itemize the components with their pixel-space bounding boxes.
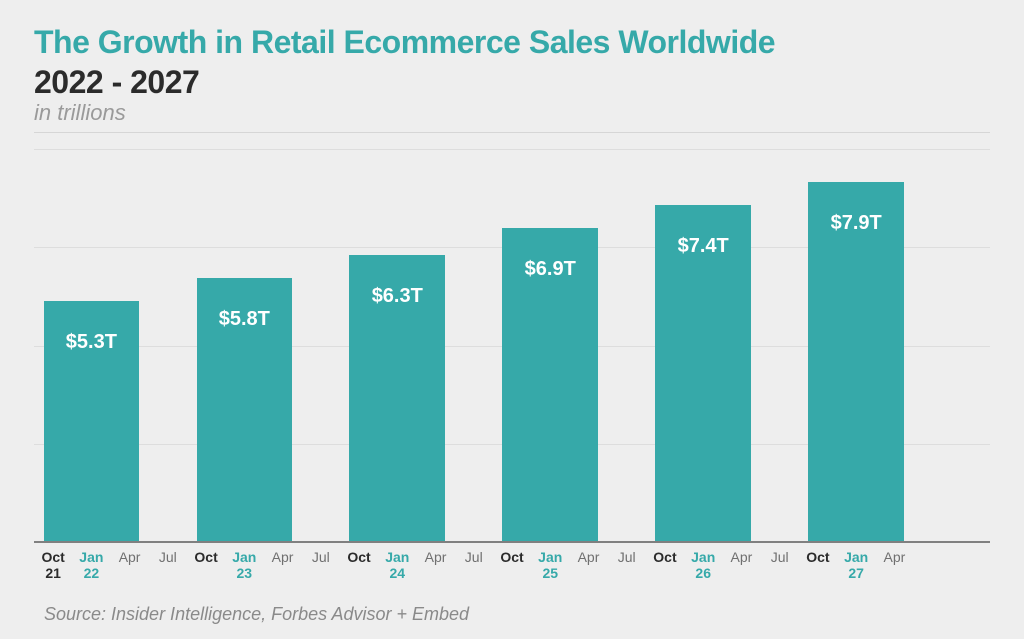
x-tick-month: Apr (263, 549, 301, 565)
x-axis-tick: Jan23 (225, 549, 263, 581)
x-tick-month: Jul (608, 549, 646, 565)
x-tick-month: Apr (722, 549, 760, 565)
x-tick-month: Apr (110, 549, 148, 565)
x-axis-tick: Apr (722, 549, 760, 565)
x-axis-tick: Jul (149, 549, 187, 565)
bar: $5.8T (197, 278, 293, 543)
x-axis-line (34, 541, 990, 543)
x-axis-tick: Oct21 (34, 549, 72, 581)
bar: $5.3T (44, 301, 140, 543)
x-axis-tick: Jul (302, 549, 340, 565)
x-tick-month: Apr (875, 549, 913, 565)
x-tick-month: Oct (340, 549, 378, 565)
x-tick-year: 21 (34, 565, 72, 581)
x-axis-tick: Apr (875, 549, 913, 565)
chart-title-line1: The Growth in Retail Ecommerce Sales Wor… (34, 24, 775, 61)
x-axis-tick: Oct (646, 549, 684, 565)
x-tick-month: Oct (646, 549, 684, 565)
x-axis-labels: Oct21Jan22AprJulOctJan23AprJulOctJan24Ap… (34, 549, 990, 589)
x-tick-year: 27 (837, 565, 875, 581)
x-axis-tick: Oct (340, 549, 378, 565)
x-tick-month: Jan (378, 549, 416, 565)
x-tick-month: Oct (187, 549, 225, 565)
x-tick-month: Jul (302, 549, 340, 565)
x-axis-tick: Apr (569, 549, 607, 565)
source-attribution: Source: Insider Intelligence, Forbes Adv… (44, 604, 469, 625)
x-axis-tick: Oct (799, 549, 837, 565)
x-tick-month: Oct (799, 549, 837, 565)
x-axis-tick: Jul (455, 549, 493, 565)
x-tick-month: Jan (225, 549, 263, 565)
bar-value-label: $6.9T (502, 258, 598, 281)
bar-value-label: $5.8T (197, 308, 293, 331)
x-tick-month: Oct (493, 549, 531, 565)
x-tick-month: Apr (569, 549, 607, 565)
x-tick-month: Jan (684, 549, 722, 565)
bar: $6.3T (349, 255, 445, 543)
x-axis-tick: Jan26 (684, 549, 722, 581)
x-tick-year: 23 (225, 565, 263, 581)
bar-value-label: $7.9T (808, 212, 904, 235)
x-tick-month: Jul (761, 549, 799, 565)
x-tick-month: Jan (72, 549, 110, 565)
x-tick-year: 22 (72, 565, 110, 581)
x-tick-month: Jul (149, 549, 187, 565)
x-tick-year: 25 (531, 565, 569, 581)
x-tick-month: Jan (837, 549, 875, 565)
x-tick-year: 26 (684, 565, 722, 581)
bar-value-label: $7.4T (655, 235, 751, 258)
bar: $7.9T (808, 182, 904, 543)
chart-canvas: The Growth in Retail Ecommerce Sales Wor… (0, 0, 1024, 639)
bar-value-label: $6.3T (349, 285, 445, 308)
x-axis-tick: Jan27 (837, 549, 875, 581)
x-axis-tick: Jan24 (378, 549, 416, 581)
chart-subtitle: in trillions (34, 100, 126, 126)
title-divider (34, 132, 990, 133)
chart-title-line2: 2022 - 2027 (34, 64, 199, 101)
x-tick-month: Jan (531, 549, 569, 565)
x-tick-month: Apr (416, 549, 454, 565)
x-axis-tick: Oct (187, 549, 225, 565)
x-axis-tick: Jan22 (72, 549, 110, 581)
bar: $7.4T (655, 205, 751, 543)
x-axis-tick: Jul (761, 549, 799, 565)
x-axis-tick: Apr (416, 549, 454, 565)
x-axis-tick: Jul (608, 549, 646, 565)
x-axis-tick: Apr (110, 549, 148, 565)
bar-value-label: $5.3T (44, 331, 140, 354)
x-axis-tick: Jan25 (531, 549, 569, 581)
bar: $6.9T (502, 228, 598, 543)
x-tick-year: 24 (378, 565, 416, 581)
bars-container: $5.3T $5.8T $6.3T $6.9T $7.4T $7.9T (34, 150, 990, 543)
x-tick-month: Oct (34, 549, 72, 565)
x-tick-month: Jul (455, 549, 493, 565)
plot-area: $5.3T $5.8T $6.3T $6.9T $7.4T $7.9T (34, 150, 990, 543)
x-axis-tick: Oct (493, 549, 531, 565)
x-axis-tick: Apr (263, 549, 301, 565)
